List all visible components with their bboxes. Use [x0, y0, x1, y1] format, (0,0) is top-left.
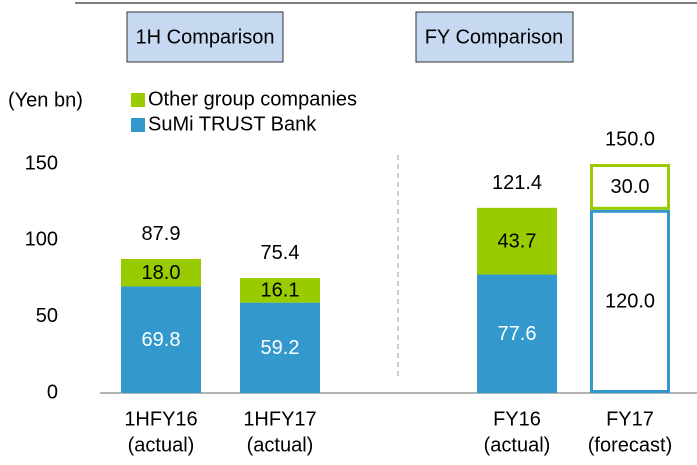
total-label: 150.0 — [605, 128, 655, 150]
header-box — [126, 11, 284, 63]
x-tick-label: (forecast) — [588, 434, 672, 456]
legend-label: Other group companies — [148, 88, 357, 110]
value-label: 69.8 — [142, 329, 181, 351]
value-label: 30.0 — [611, 176, 650, 198]
header: 1H Comparison — [136, 26, 275, 48]
total-label: 87.9 — [142, 223, 181, 245]
bar-segment — [240, 278, 320, 303]
x-tick-label: 1HFY16 — [124, 408, 197, 430]
y-tick-label: 100 — [25, 229, 58, 251]
total-label: 121.4 — [492, 172, 542, 194]
bar-segment — [477, 207, 557, 275]
bar-segment — [121, 286, 201, 393]
x-tick-label: 1HFY17 — [243, 408, 316, 430]
y-tick-label: 0 — [47, 381, 58, 403]
value-label: 120.0 — [605, 291, 655, 313]
bar-segment — [590, 164, 670, 210]
bar-segment — [477, 274, 557, 393]
y-tick-label: 50 — [36, 305, 58, 327]
total-label: 75.4 — [261, 242, 300, 264]
value-label: 59.2 — [261, 337, 300, 359]
bar-segment — [240, 302, 320, 393]
y-tick-label: 150 — [25, 152, 58, 174]
x-tick-label: (actual) — [484, 434, 551, 456]
legend-swatch — [131, 93, 145, 107]
bar-segment — [590, 209, 670, 393]
legend-label: SuMi TRUST Bank — [148, 113, 317, 135]
value-label: 16.1 — [261, 280, 300, 302]
y-axis-label: (Yen bn) — [8, 89, 83, 111]
header-box — [415, 11, 574, 63]
x-tick-label: FY17 — [606, 408, 654, 430]
x-tick-label: FY16 — [493, 408, 541, 430]
legend-swatch — [131, 118, 145, 132]
value-label: 77.6 — [498, 323, 537, 345]
value-label: 18.0 — [142, 262, 181, 284]
x-tick-label: (actual) — [128, 434, 195, 456]
bar-segment — [121, 258, 201, 287]
header: FY Comparison — [425, 26, 564, 48]
value-label: 43.7 — [498, 230, 537, 252]
x-tick-label: (actual) — [247, 434, 314, 456]
